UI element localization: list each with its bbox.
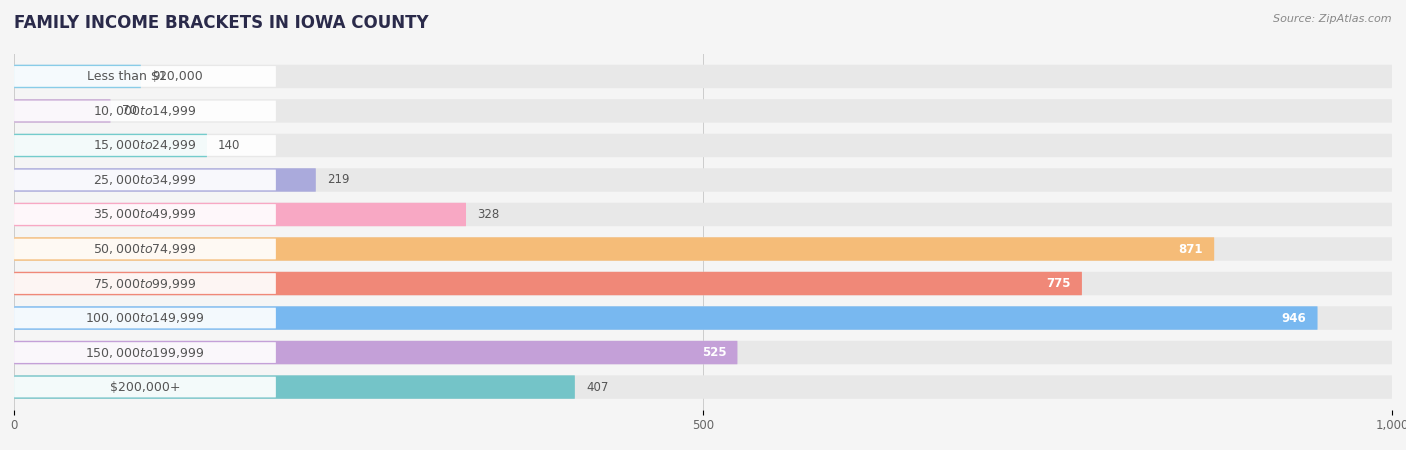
Text: $15,000 to $24,999: $15,000 to $24,999 [93,139,197,153]
Text: $10,000 to $14,999: $10,000 to $14,999 [93,104,197,118]
Text: 140: 140 [218,139,240,152]
FancyBboxPatch shape [14,341,738,364]
Text: $35,000 to $49,999: $35,000 to $49,999 [93,207,197,221]
Text: 92: 92 [152,70,167,83]
FancyBboxPatch shape [14,65,141,88]
Text: 775: 775 [1046,277,1071,290]
FancyBboxPatch shape [14,168,1392,192]
FancyBboxPatch shape [14,306,1317,330]
Text: $200,000+: $200,000+ [110,381,180,394]
FancyBboxPatch shape [14,273,276,294]
FancyBboxPatch shape [14,99,1392,123]
FancyBboxPatch shape [14,135,276,156]
FancyBboxPatch shape [14,272,1392,295]
FancyBboxPatch shape [14,375,575,399]
FancyBboxPatch shape [14,134,207,157]
Text: 70: 70 [121,104,136,117]
FancyBboxPatch shape [14,101,276,122]
FancyBboxPatch shape [14,377,276,397]
FancyBboxPatch shape [14,238,276,259]
FancyBboxPatch shape [14,341,1392,364]
FancyBboxPatch shape [14,168,316,192]
Text: 407: 407 [586,381,609,394]
Text: 946: 946 [1282,311,1306,324]
FancyBboxPatch shape [14,342,276,363]
FancyBboxPatch shape [14,237,1392,261]
FancyBboxPatch shape [14,99,111,123]
Text: FAMILY INCOME BRACKETS IN IOWA COUNTY: FAMILY INCOME BRACKETS IN IOWA COUNTY [14,14,429,32]
FancyBboxPatch shape [14,204,276,225]
Text: $50,000 to $74,999: $50,000 to $74,999 [93,242,197,256]
FancyBboxPatch shape [14,375,1392,399]
Text: $25,000 to $34,999: $25,000 to $34,999 [93,173,197,187]
FancyBboxPatch shape [14,272,1083,295]
Text: 219: 219 [326,174,349,186]
FancyBboxPatch shape [14,66,276,87]
FancyBboxPatch shape [14,170,276,190]
Text: Source: ZipAtlas.com: Source: ZipAtlas.com [1274,14,1392,23]
Text: 871: 871 [1178,243,1204,256]
FancyBboxPatch shape [14,203,1392,226]
FancyBboxPatch shape [14,65,1392,88]
Text: $150,000 to $199,999: $150,000 to $199,999 [86,346,205,360]
FancyBboxPatch shape [14,203,465,226]
Text: $75,000 to $99,999: $75,000 to $99,999 [93,276,197,291]
FancyBboxPatch shape [14,237,1215,261]
Text: 328: 328 [477,208,499,221]
FancyBboxPatch shape [14,308,276,328]
FancyBboxPatch shape [14,306,1392,330]
FancyBboxPatch shape [14,134,1392,157]
Text: Less than $10,000: Less than $10,000 [87,70,202,83]
Text: $100,000 to $149,999: $100,000 to $149,999 [86,311,205,325]
Text: 525: 525 [702,346,727,359]
